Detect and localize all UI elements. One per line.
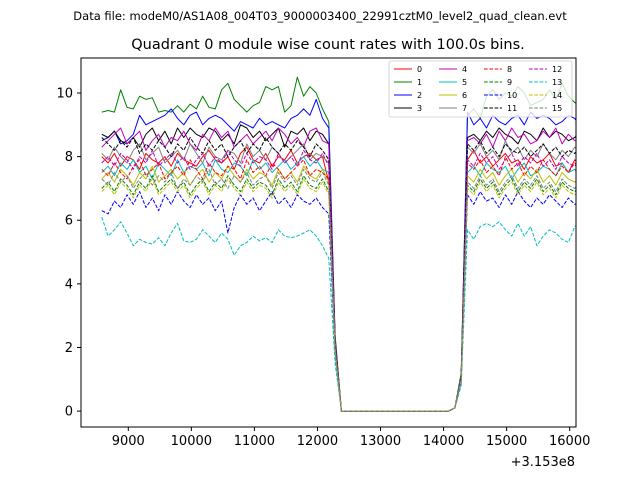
x-tick-label: 13000 [360, 434, 401, 449]
legend-label-4: 4 [462, 65, 467, 74]
x-tick-label: 16000 [549, 434, 590, 449]
legend-label-9: 9 [507, 78, 512, 87]
legend-label-5: 5 [462, 78, 467, 87]
y-tick-label: 10 [56, 86, 73, 101]
legend-label-15: 15 [552, 104, 562, 113]
y-tick-label: 8 [65, 150, 73, 165]
legend-label-2: 2 [417, 91, 422, 100]
x-tick-label: 11000 [234, 434, 275, 449]
x-tick-label: 14000 [423, 434, 464, 449]
x-tick-label: 15000 [486, 434, 527, 449]
y-axis: 0 2 4 6 8 10 [56, 86, 81, 420]
axes-frame [80, 57, 577, 428]
series-line-15 [101, 168, 576, 412]
legend-label-12: 12 [552, 65, 562, 74]
legend-frame [388, 60, 573, 118]
legend-label-0: 0 [417, 65, 422, 74]
y-tick-label: 4 [65, 277, 73, 292]
y-tick-label: 2 [65, 341, 73, 356]
legend-label-1: 1 [417, 78, 422, 87]
legend-label-11: 11 [507, 104, 517, 113]
x-axis: 9000 10000 11000 12000 13000 14000 15000 16000 [112, 427, 590, 449]
series-line-14 [101, 178, 576, 412]
y-tick-label: 6 [65, 214, 73, 229]
legend-label-3: 3 [417, 104, 422, 113]
x-offset-label: +3.153e8 [511, 455, 575, 470]
x-tick-label: 12000 [297, 434, 338, 449]
x-tick-label: 10000 [171, 434, 212, 449]
legend-label-6: 6 [462, 91, 467, 100]
legend-label-7: 7 [462, 104, 467, 113]
series-line-10 [101, 191, 576, 412]
y-tick-label: 0 [65, 405, 73, 420]
series-line-13 [101, 216, 576, 412]
legend-label-10: 10 [507, 91, 517, 100]
legend-label-14: 14 [552, 91, 562, 100]
chart-title: Quadrant 0 module wise count rates with … [131, 37, 525, 53]
x-tick-label: 9000 [112, 434, 145, 449]
series-layer [101, 76, 576, 412]
legend-label-13: 13 [552, 78, 562, 87]
legend-label-8: 8 [507, 65, 512, 74]
suptitle: Data file: modeM0/AS1A08_004T03_90000034… [73, 9, 567, 23]
